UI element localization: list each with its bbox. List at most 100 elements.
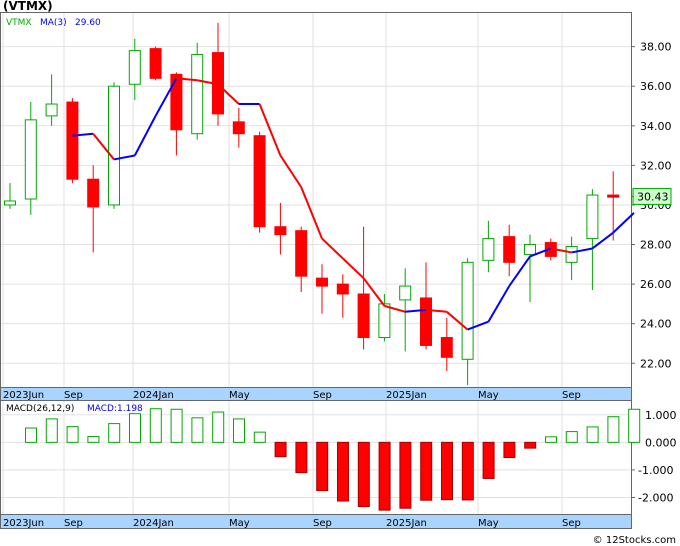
candle-up: [45, 103, 58, 117]
ma-segment: [571, 247, 593, 254]
ma-segment: [487, 285, 511, 323]
price-y-tick-label: 36.00: [640, 80, 672, 93]
ma-segment: [92, 133, 115, 161]
ma-segment: [217, 83, 240, 105]
ma-segment: [72, 132, 94, 137]
macd-bars: [25, 408, 641, 511]
x-axis-label: May: [478, 390, 499, 401]
x-axis-label: 2023Jun: [3, 518, 44, 529]
candle-up: [191, 54, 204, 135]
chart-title: (VTMX): [3, 0, 53, 13]
macd-bar-negative: [378, 441, 391, 511]
ma-segment: [591, 231, 614, 250]
price-y-tick-label: 28.00: [640, 239, 672, 252]
ma-segment: [405, 308, 427, 313]
price-grid: [1, 13, 631, 387]
ma-segment: [197, 79, 219, 86]
candle-up: [461, 261, 474, 360]
macd-bar-negative: [357, 441, 370, 508]
candle-down: [274, 226, 287, 236]
candle-up: [399, 285, 412, 301]
ma-segment: [279, 154, 303, 188]
macd-bar-positive: [233, 418, 245, 443]
ma-segment: [154, 77, 178, 117]
x-axis-label: May: [478, 518, 499, 529]
candle-up: [128, 50, 141, 85]
x-axis-label: 2025Jan: [386, 390, 427, 401]
macd-grid: [1, 401, 631, 514]
macd-bar-positive: [149, 408, 162, 443]
candle-down: [66, 101, 79, 180]
macd-bar-negative: [503, 441, 516, 458]
legend-ma-value: 29.60: [75, 18, 101, 28]
macd-bar-positive: [129, 413, 141, 443]
price-panel: [0, 12, 632, 388]
candle-down: [503, 236, 516, 263]
ma-segment: [176, 77, 198, 82]
x-axis-label: May: [229, 390, 250, 401]
last-price-tag: 30.43: [631, 187, 672, 205]
macd-bar-positive: [45, 418, 58, 443]
x-axis-label: 2024Jan: [133, 518, 174, 529]
x-axis-label: 2023Jun: [3, 390, 44, 401]
price-y-tick-label: 24.00: [640, 318, 672, 331]
x-axis-label: Sep: [64, 518, 83, 529]
ma-segment: [133, 115, 157, 156]
macd-bar-positive: [253, 431, 266, 443]
x-axis-label: Sep: [313, 518, 332, 529]
candle-up: [108, 85, 120, 206]
macd-bar-positive: [191, 417, 204, 443]
x-axis-label: Sep: [64, 390, 83, 401]
macd-y-tick-label: -2.000: [638, 491, 673, 504]
macd-bar-positive: [66, 426, 79, 443]
x-axis-label: Sep: [313, 390, 332, 401]
macd-panel: [0, 400, 632, 515]
ma-segment: [508, 255, 531, 287]
x-axis-label: May: [229, 518, 250, 529]
ma-segment: [529, 247, 552, 258]
candle-down: [232, 121, 245, 135]
legend-ma-label: MA(3): [40, 18, 67, 28]
ma-segment: [362, 277, 386, 307]
candle-up: [482, 238, 495, 261]
ma-segment: [113, 154, 135, 161]
price-y-tick-label: 38.00: [640, 41, 672, 54]
candle-up: [586, 194, 599, 240]
macd-y-tick-label: -1.000: [638, 464, 673, 477]
candle-down: [149, 48, 162, 79]
macd-bar-negative: [524, 441, 537, 449]
macd-bar-negative: [399, 441, 412, 509]
macd-bar-negative: [337, 441, 349, 502]
macd-bar-positive: [628, 408, 641, 443]
ma-segment: [258, 103, 282, 156]
candle-up: [524, 244, 536, 255]
candle-up: [4, 200, 16, 206]
candle-down: [295, 230, 308, 277]
ma-segment: [321, 237, 344, 260]
ma-segment: [300, 186, 323, 239]
macd-y-tick-label: 0.000: [645, 436, 677, 449]
macd-bar-positive: [108, 423, 121, 443]
macd-bar-positive: [212, 411, 225, 443]
macd-bar-negative: [441, 441, 453, 501]
macd-bar-negative: [420, 441, 433, 501]
x-axis-label: 2025Jan: [386, 518, 427, 529]
ma-segment: [467, 320, 489, 331]
x-axis-band-bottom: [0, 514, 632, 529]
macd-bar-positive: [545, 436, 557, 443]
ma-segment: [446, 311, 469, 331]
candle-down: [420, 297, 432, 346]
candle-down: [170, 73, 183, 131]
candle-down: [357, 293, 370, 339]
macd-bar-positive: [607, 416, 620, 443]
price-y-tick-label: 26.00: [640, 278, 672, 291]
x-axis-label: Sep: [562, 518, 581, 529]
macd-bar-negative: [482, 441, 495, 479]
macd-y-axis: -2.000 -1.000 0.000 1.000: [631, 409, 677, 504]
candle-up: [565, 246, 578, 263]
candle-down: [440, 337, 453, 358]
macd-legend-value: MACD:1.198: [87, 404, 143, 414]
macd-bar-positive: [170, 408, 183, 443]
macd-bar-positive: [87, 436, 100, 443]
ma-segment: [612, 212, 635, 234]
